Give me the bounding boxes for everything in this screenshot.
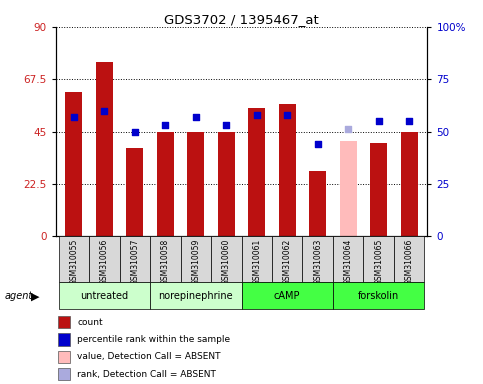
Bar (127, 148, 143, 236)
Point (222, 122, 230, 128)
Text: cAMP: cAMP (274, 291, 300, 301)
Bar (401, 131, 417, 236)
Bar (58, 282, 150, 309)
Bar (157, 131, 174, 236)
Bar (150, 236, 181, 282)
Bar (279, 104, 296, 236)
Text: untreated: untreated (80, 291, 128, 301)
Text: rank, Detection Call = ABSENT: rank, Detection Call = ABSENT (77, 369, 216, 379)
Text: GSM310055: GSM310055 (70, 239, 78, 285)
Text: GSM310063: GSM310063 (313, 239, 322, 285)
Bar (242, 236, 272, 282)
Bar (309, 171, 326, 236)
Point (161, 122, 169, 128)
Bar (181, 236, 211, 282)
Text: forskolin: forskolin (358, 291, 399, 301)
Point (192, 114, 199, 120)
Bar (58, 236, 89, 282)
Bar (363, 236, 394, 282)
Bar (242, 282, 333, 309)
Point (284, 112, 291, 118)
Point (70, 114, 78, 120)
Bar (66, 92, 82, 236)
Text: GSM310061: GSM310061 (252, 239, 261, 285)
Text: GSM310059: GSM310059 (191, 239, 200, 285)
Bar (340, 141, 356, 236)
Text: GSM310058: GSM310058 (161, 239, 170, 285)
Bar (272, 236, 302, 282)
Bar (187, 131, 204, 236)
Bar (394, 236, 425, 282)
Text: ▶: ▶ (31, 291, 40, 301)
Bar (96, 62, 113, 236)
Text: norepinephrine: norepinephrine (158, 291, 233, 301)
Point (100, 108, 108, 114)
Bar (218, 131, 235, 236)
Bar (150, 282, 242, 309)
Text: percentile rank within the sample: percentile rank within the sample (77, 335, 230, 344)
Point (344, 126, 352, 132)
Text: GSM310060: GSM310060 (222, 239, 231, 285)
Point (314, 141, 322, 147)
Bar (333, 236, 363, 282)
Text: GSM310064: GSM310064 (344, 239, 353, 285)
Point (375, 118, 383, 124)
Text: GSM310065: GSM310065 (374, 239, 383, 285)
Point (405, 118, 413, 124)
Point (253, 112, 261, 118)
Bar (370, 143, 387, 236)
Bar (302, 236, 333, 282)
Text: GSM310056: GSM310056 (100, 239, 109, 285)
Text: agent: agent (5, 291, 33, 301)
Bar (211, 236, 242, 282)
Bar (120, 236, 150, 282)
Bar (248, 108, 265, 236)
Bar (333, 282, 425, 309)
Bar (89, 236, 120, 282)
Text: GSM310066: GSM310066 (405, 239, 413, 285)
Text: GSM310057: GSM310057 (130, 239, 139, 285)
Text: value, Detection Call = ABSENT: value, Detection Call = ABSENT (77, 352, 221, 361)
Text: GSM310062: GSM310062 (283, 239, 292, 285)
Text: count: count (77, 318, 103, 327)
Title: GDS3702 / 1395467_at: GDS3702 / 1395467_at (164, 13, 319, 26)
Point (131, 128, 139, 135)
